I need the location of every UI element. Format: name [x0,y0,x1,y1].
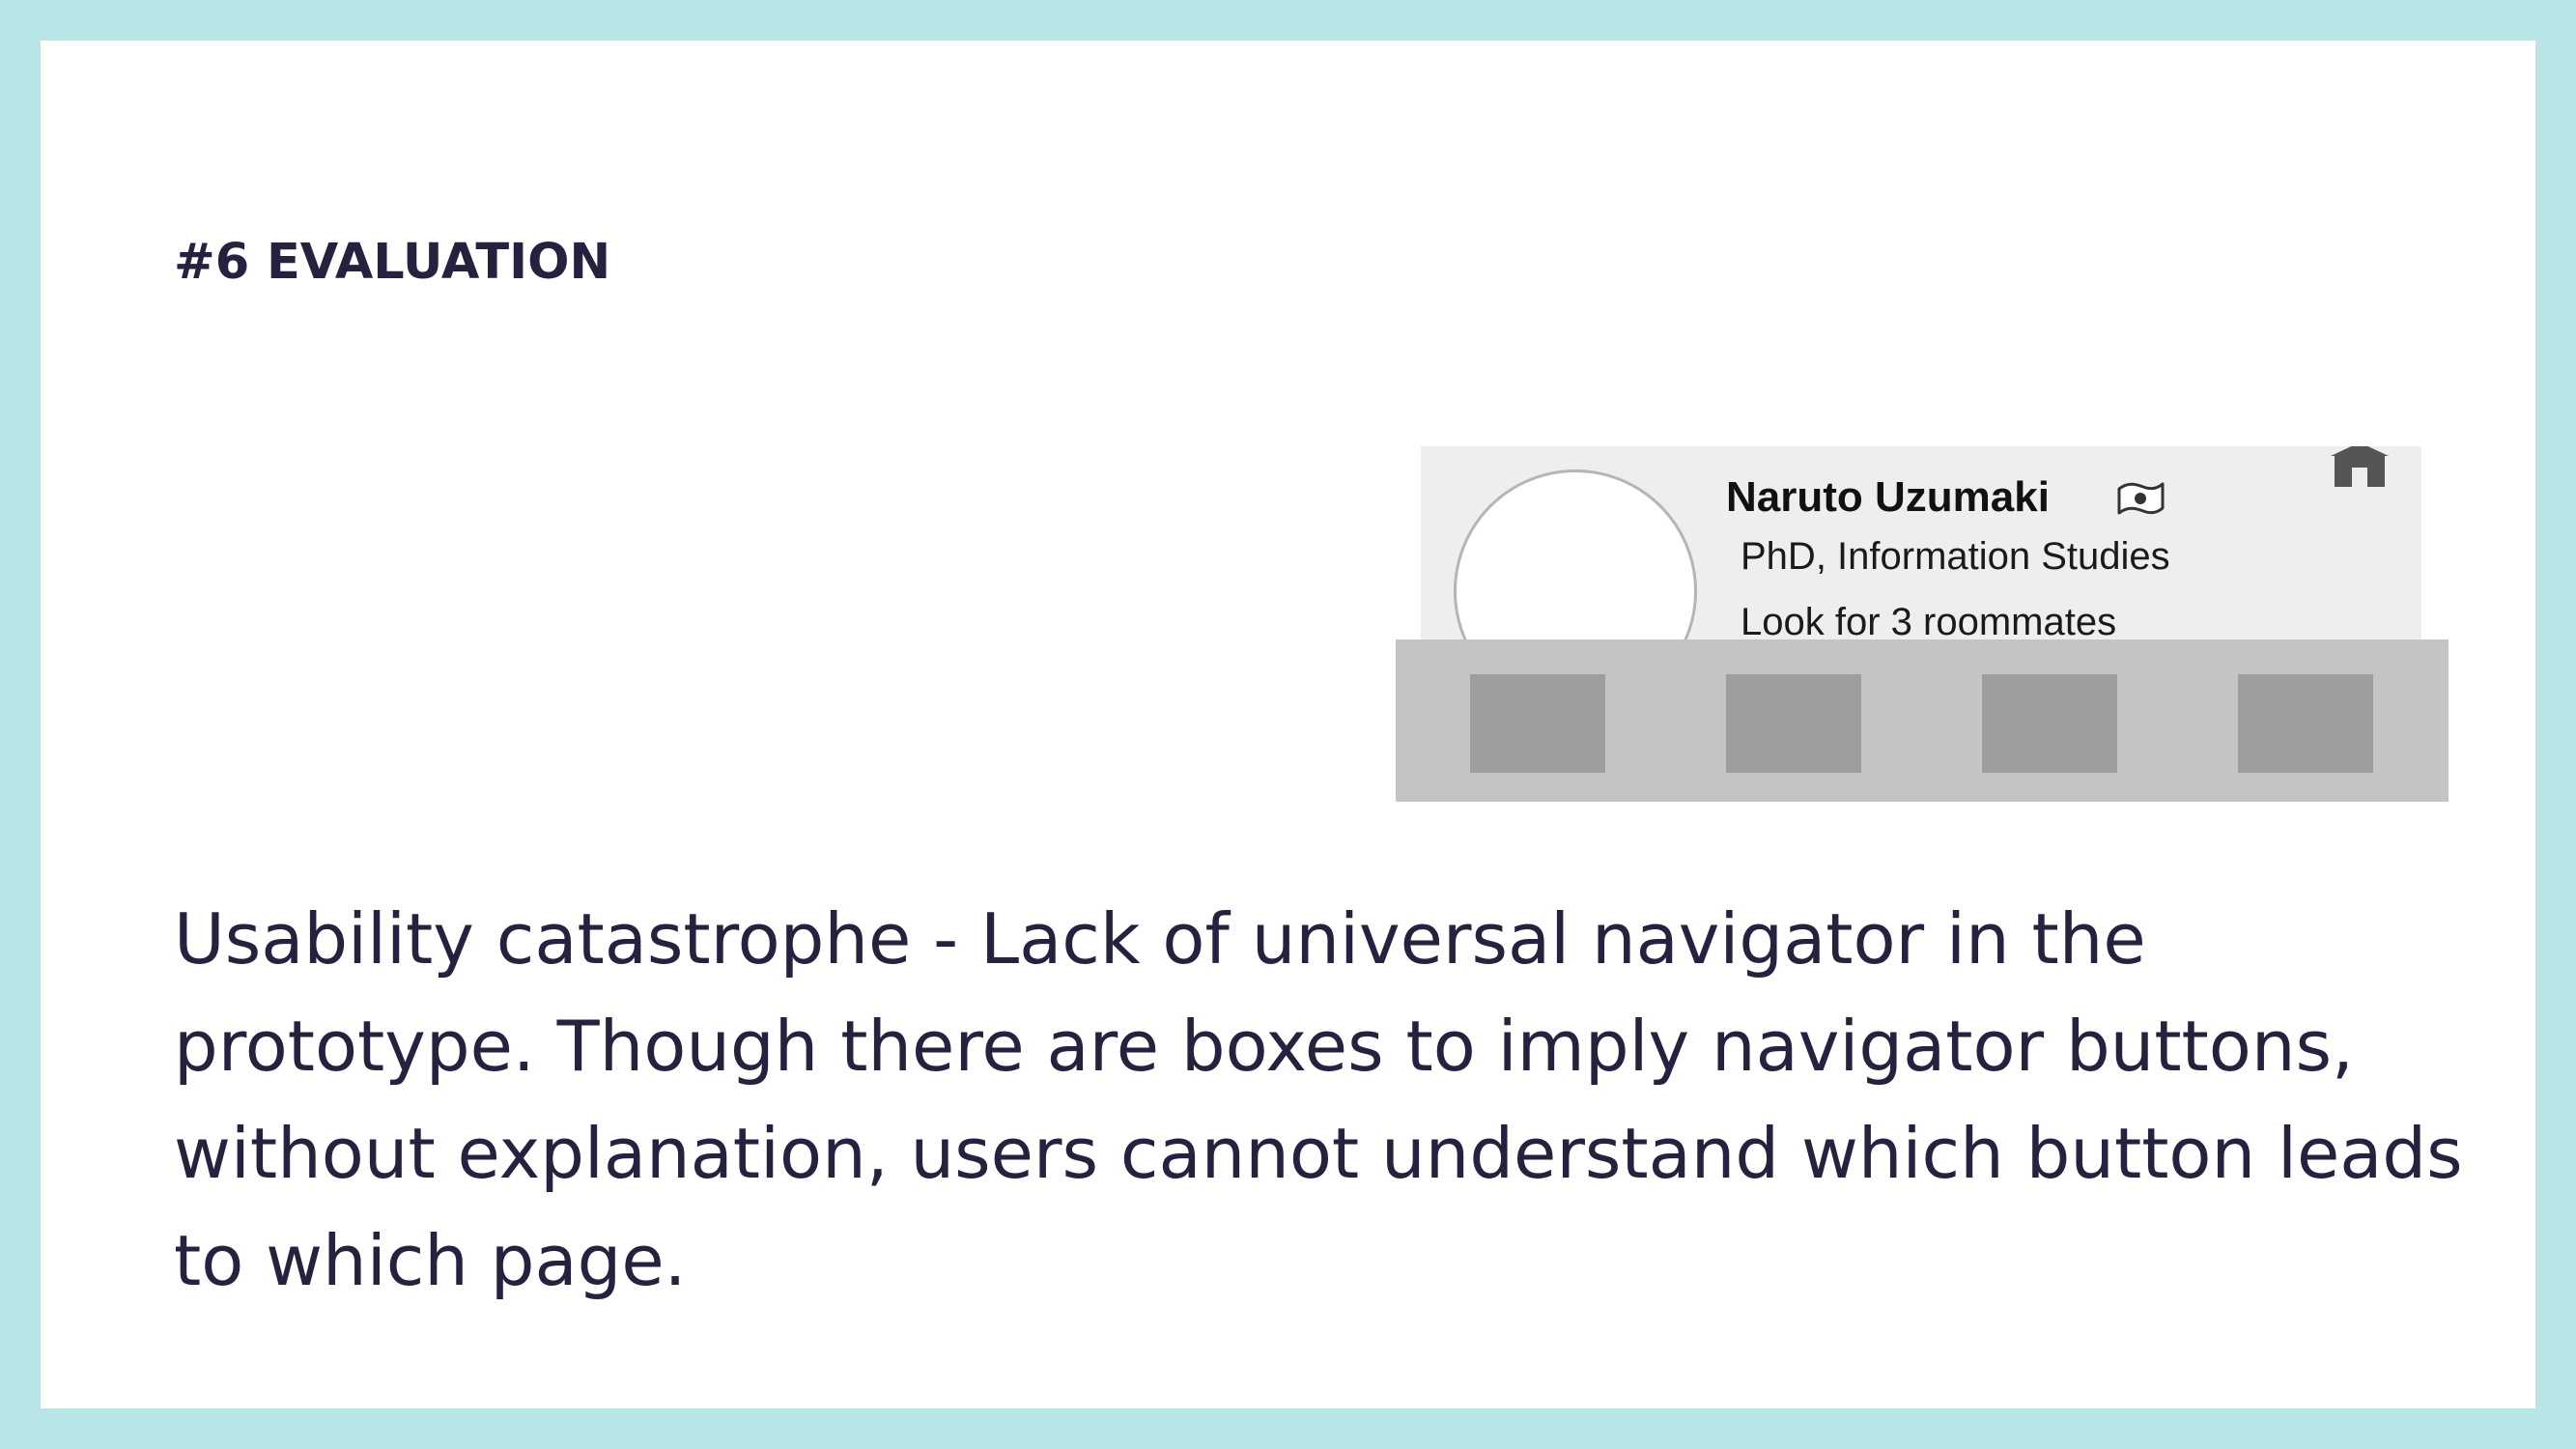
nav-box-3[interactable] [1982,674,2117,773]
profile-card: Naruto Uzumaki PhD, Information Studies … [1421,446,2421,639]
slide: #6 EVALUATION Naruto Uzumaki PhD, Inform… [41,41,2535,1408]
avatar [1454,469,1697,639]
prototype-screenshot: Naruto Uzumaki PhD, Information Studies … [1396,446,2449,842]
bottom-navigator [1396,639,2449,802]
nav-box-1[interactable] [1470,674,1605,773]
profile-looking-for: Look for 3 roommates [1741,601,2117,639]
nav-box-2[interactable] [1726,674,1861,773]
profile-name: Naruto Uzumaki [1726,473,2050,521]
profile-degree: PhD, Information Studies [1741,535,2170,578]
nav-box-4[interactable] [2238,674,2373,773]
home-icon[interactable] [2327,446,2392,489]
flag-icon [2114,479,2166,520]
evaluation-description: Usability catastrophe - Lack of universa… [174,898,2463,1301]
section-title: #6 EVALUATION [174,234,611,291]
